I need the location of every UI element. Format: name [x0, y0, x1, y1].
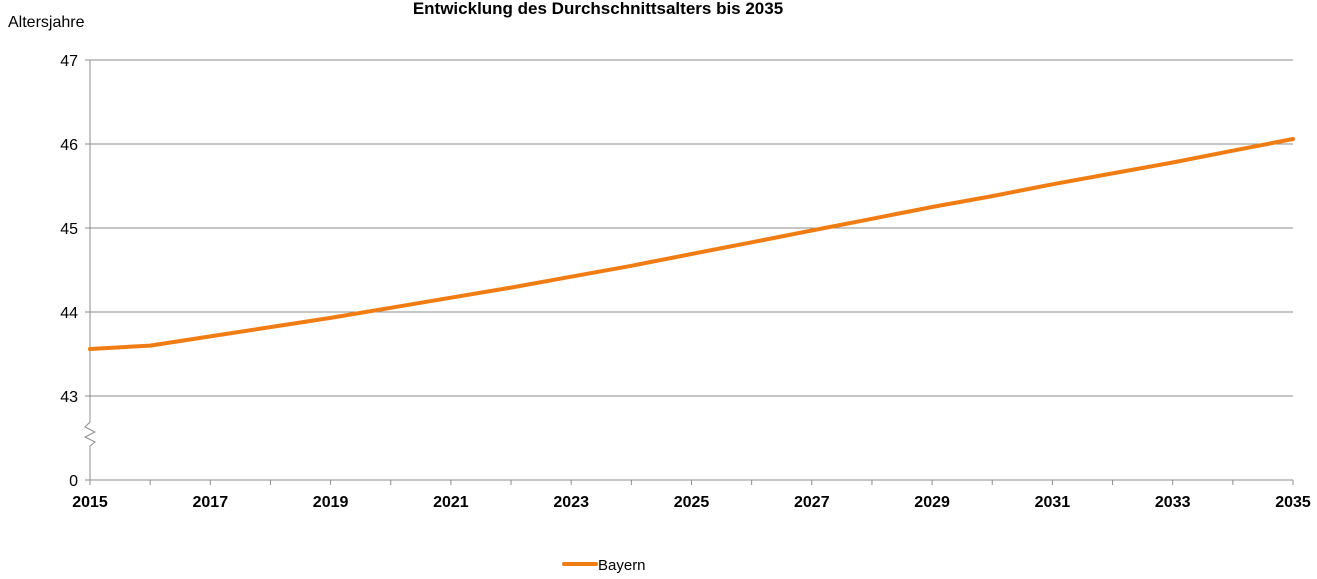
x-tick-label: 2015	[72, 494, 108, 511]
series-line-bayern	[88, 137, 1295, 351]
chart-title: Entwicklung des Durchschnittsalters bis …	[413, 0, 783, 18]
x-tick-label: 2027	[794, 494, 830, 511]
series-lines	[88, 137, 1295, 351]
x-tick-labels: 2015 2017 2019 2021 2023 2025 2027 2029 2031 2033…	[72, 494, 1311, 511]
y-tick-label: 43	[60, 389, 78, 406]
x-tick-label: 2025	[674, 494, 710, 511]
x-tick-label: 2019	[313, 494, 349, 511]
x-tick-label: 2021	[433, 494, 469, 511]
x-tick-label: 2035	[1275, 494, 1311, 511]
legend-label: Bayern	[598, 557, 646, 574]
axis-break-icon	[83, 421, 97, 447]
y-tick-label: 47	[60, 53, 78, 70]
gridlines	[90, 59, 1293, 397]
y-tick-label: 0	[69, 473, 78, 490]
x-tick-label: 2023	[553, 494, 589, 511]
y-tick-label: 45	[60, 221, 78, 238]
x-tick-label: 2033	[1155, 494, 1191, 511]
y-tick-label: 44	[60, 305, 78, 322]
x-tick-label: 2017	[193, 494, 229, 511]
y-axis-label: Altersjahre	[8, 14, 85, 31]
y-tick-label: 46	[60, 137, 78, 154]
legend: Bayern	[562, 557, 646, 574]
x-tick-label: 2031	[1035, 494, 1071, 511]
axes	[83, 59, 1294, 485]
y-tick-labels: 0 43 44 45 46 47	[60, 53, 78, 490]
x-tick-label: 2029	[914, 494, 950, 511]
